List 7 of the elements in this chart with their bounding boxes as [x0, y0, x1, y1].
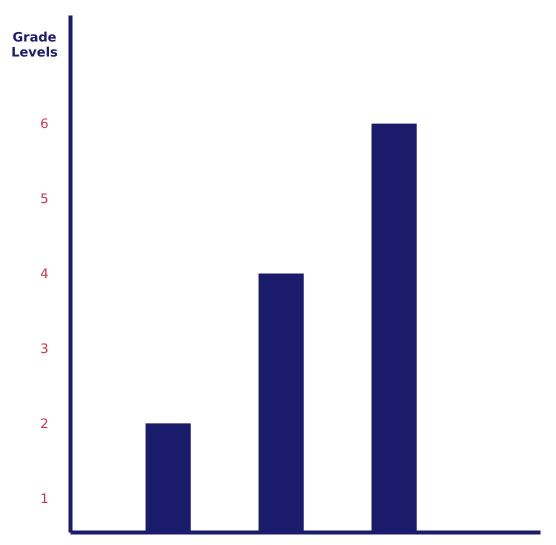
y-tick-label: 5 — [40, 192, 48, 208]
y-tick-label: 1 — [40, 492, 48, 507]
y-tick-label: 4 — [40, 267, 48, 282]
y-tick-label: 6 — [40, 117, 48, 132]
y-tick-label: 3 — [40, 342, 48, 357]
y-tick-label: 2 — [40, 416, 48, 432]
y-axis-title: Grade Levels — [11, 30, 58, 60]
